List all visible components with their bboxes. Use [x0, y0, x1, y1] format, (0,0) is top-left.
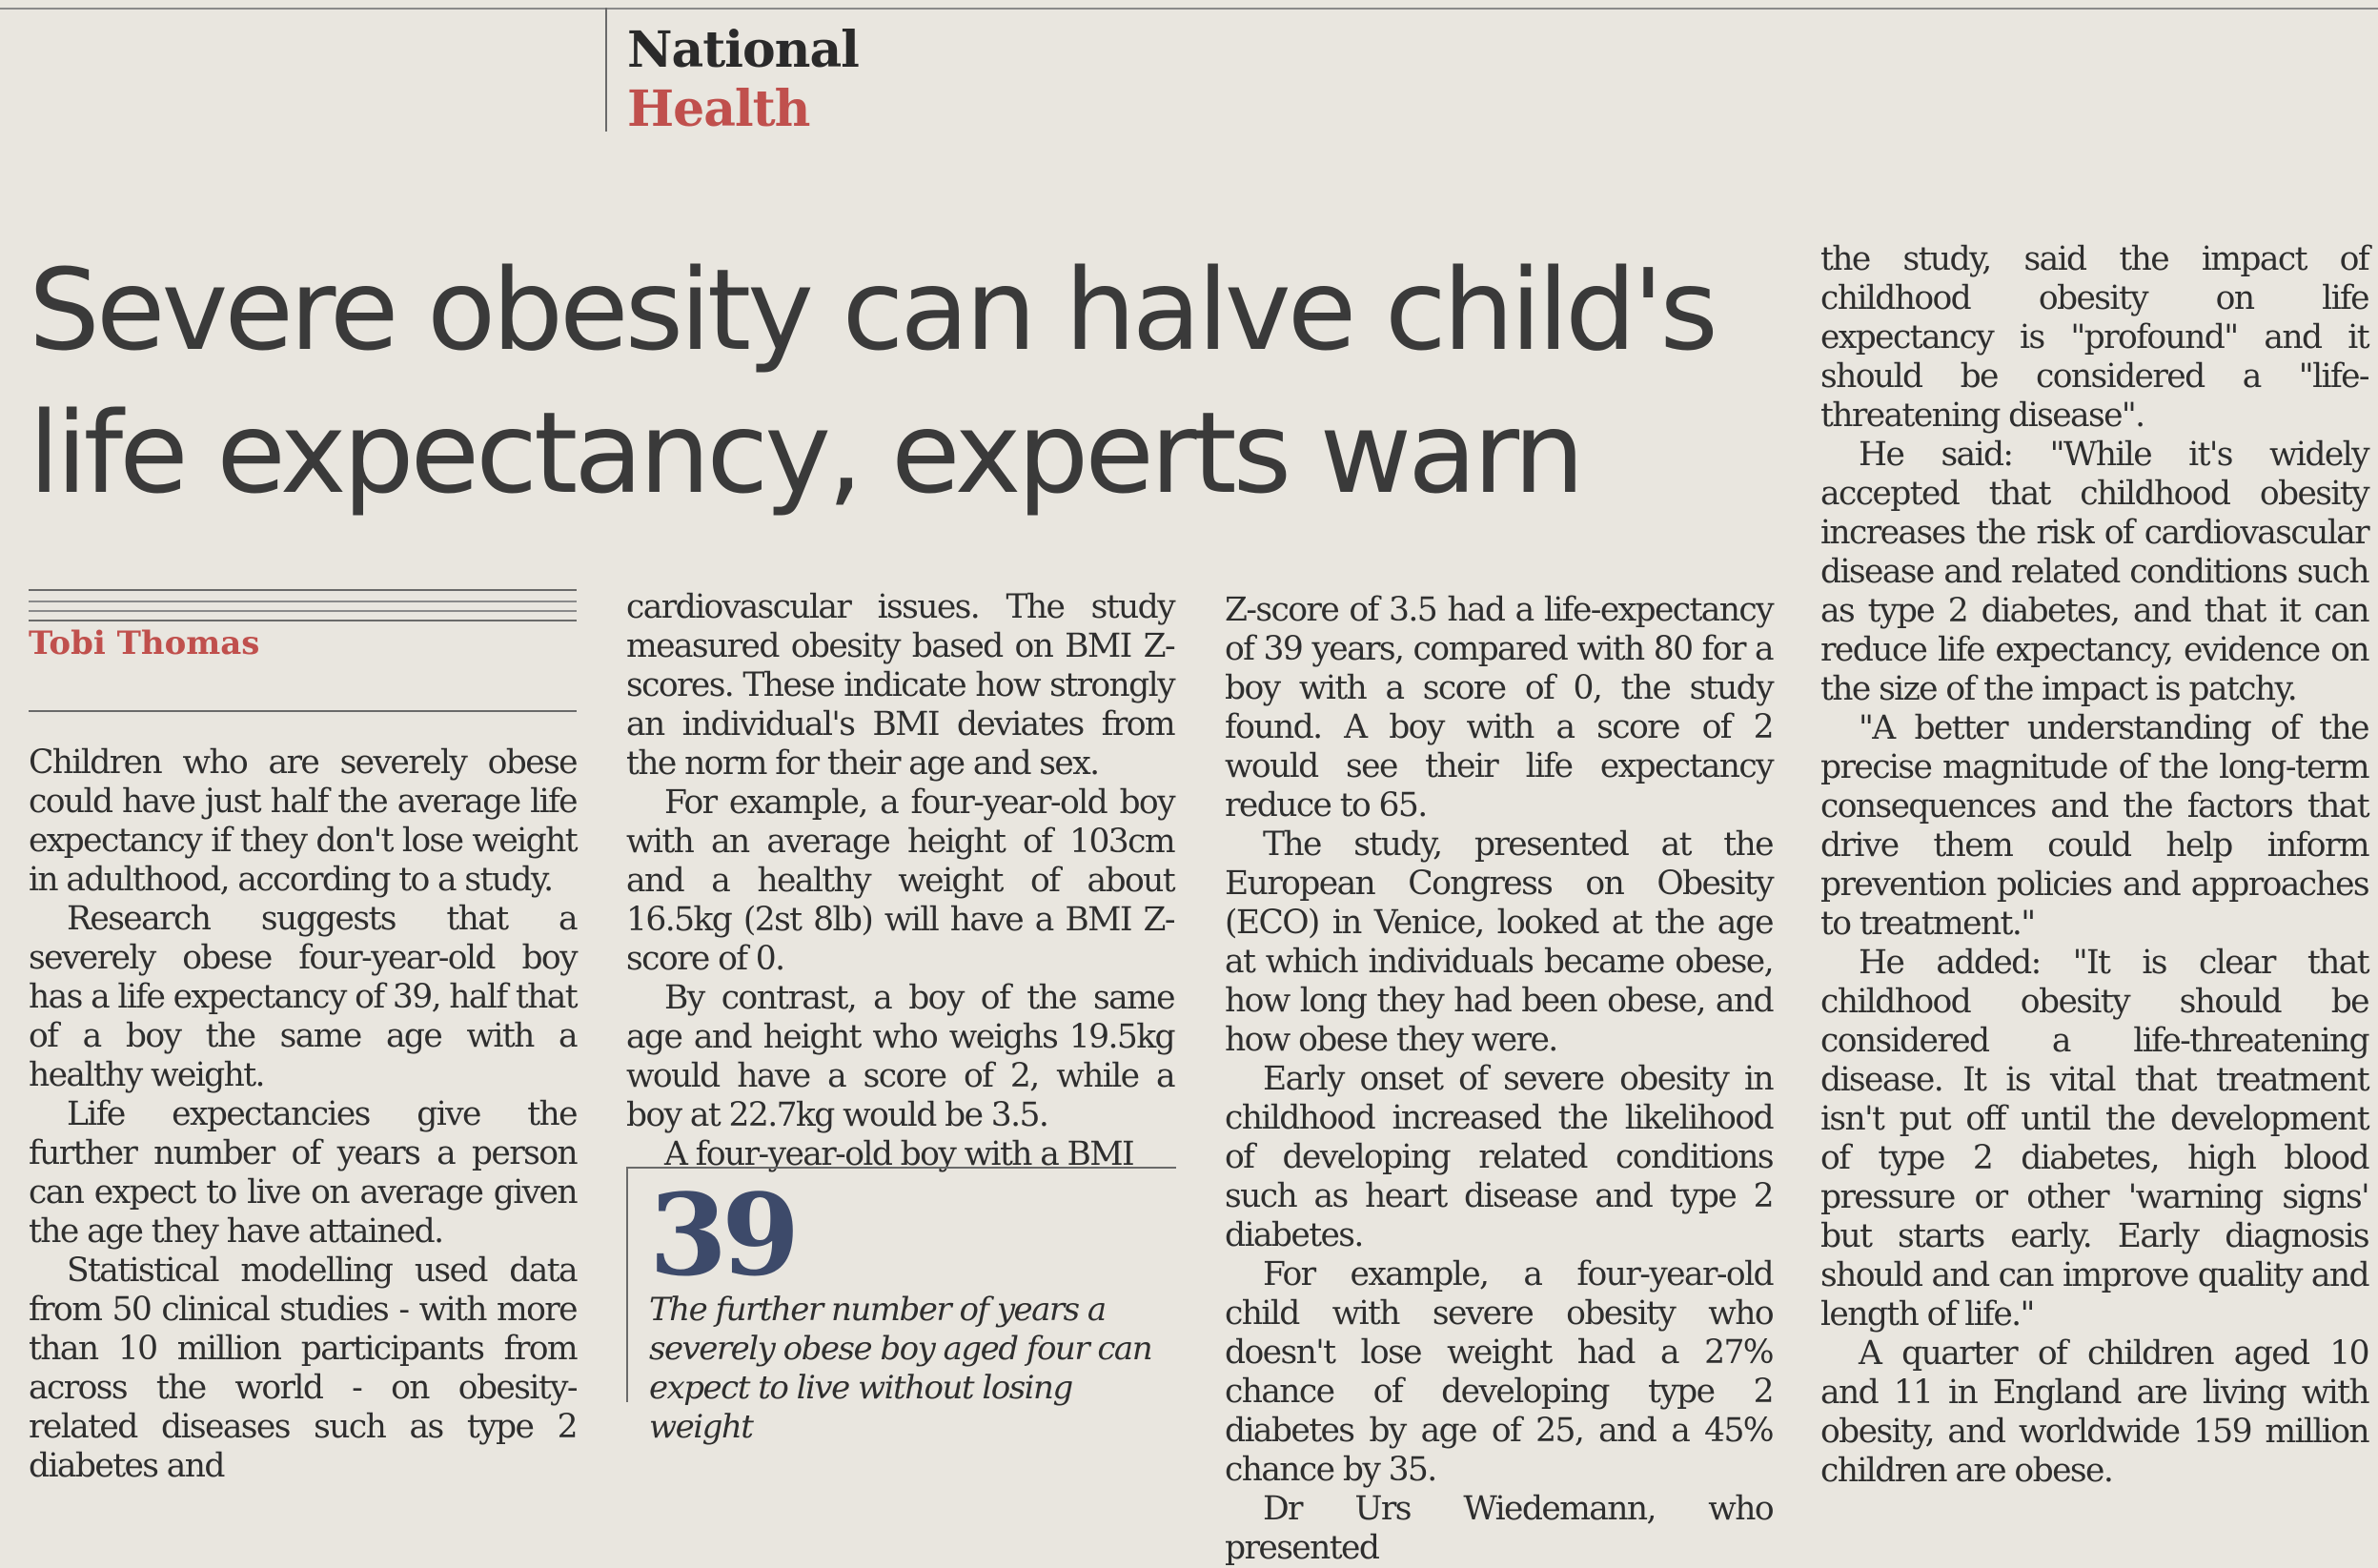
section-divider	[605, 8, 607, 132]
paragraph: A quarter of children aged 10 and 11 in …	[1820, 1334, 2370, 1490]
pull-quote: 39 The further number of years a severel…	[626, 1167, 1176, 1446]
article-column-3: Z-score of 3.5 had a life-expectancy of …	[1225, 591, 1775, 1568]
pull-quote-number: 39	[649, 1169, 800, 1301]
paragraph: Children who are severely obese could ha…	[29, 743, 579, 899]
byline-divider	[29, 710, 577, 712]
paragraph: "A better understanding of the precise m…	[1820, 709, 2370, 943]
paragraph: By contrast, a boy of the same age and h…	[626, 979, 1176, 1134]
article-column-2: cardiovascular issues. The study measure…	[626, 588, 1176, 1174]
paragraph: For example, a four-year-old boy with an…	[626, 784, 1176, 978]
paragraph: Z-score of 3.5 had a life-expectancy of …	[1225, 591, 1775, 825]
article-column-4: the study, said the impact of childhood …	[1820, 240, 2370, 1491]
paragraph: the study, said the impact of childhood …	[1820, 240, 2370, 435]
paragraph: He said: "While it's widely accepted tha…	[1820, 436, 2370, 708]
pull-quote-caption: The further number of years a severely o…	[649, 1291, 1153, 1446]
paragraph: Early onset of severe obesity in childho…	[1225, 1060, 1775, 1254]
paragraph: Research suggests that a severely obese …	[29, 900, 579, 1094]
byline-rules	[29, 589, 577, 621]
paragraph: Statistical modelling used data from 50 …	[29, 1252, 579, 1485]
top-rule	[0, 8, 2378, 10]
byline: Tobi Thomas	[29, 624, 260, 662]
paragraph: cardiovascular issues. The study measure…	[626, 588, 1176, 783]
paragraph: The study, presented at the European Con…	[1225, 825, 1775, 1059]
paragraph: For example, a four-year-old child with …	[1225, 1255, 1775, 1489]
subsection-name: Health	[627, 80, 810, 138]
paragraph: He added: "It is clear that childhood ob…	[1820, 944, 2370, 1334]
paragraph: Dr Urs Wiedemann, who presented	[1225, 1490, 1775, 1567]
section-name: National	[627, 21, 860, 79]
article-column-1: Children who are severely obese could ha…	[29, 743, 579, 1486]
paragraph: Life expectancies give the further numbe…	[29, 1095, 579, 1251]
section-label: National Health	[627, 21, 860, 139]
headline: Severe obesity can halve child's life ex…	[29, 244, 1718, 519]
